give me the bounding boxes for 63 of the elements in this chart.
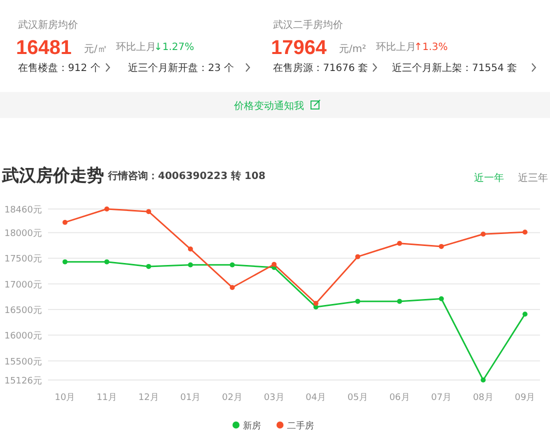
point [146, 264, 152, 269]
text: 在售楼盘：912 个 [18, 62, 100, 74]
point [230, 262, 235, 268]
y-tick-label: 16000元 [4, 330, 42, 342]
x-tick-label: 02月 [222, 393, 242, 403]
y-tick-label: 15500元 [4, 356, 42, 368]
legend-label: 二手房 [287, 420, 314, 432]
text: 元/m² [339, 44, 366, 55]
y-tick-label: 16500元 [4, 305, 42, 316]
text: 近三个月新上架：71554 套 [392, 62, 517, 74]
point [62, 220, 68, 225]
y-tick-label: 17000元 [4, 279, 42, 290]
text: 武汉新房均价 [18, 19, 78, 31]
point [522, 230, 528, 235]
text: 环比上月 [376, 41, 416, 53]
point [62, 259, 68, 264]
text: 近三年 [518, 172, 548, 184]
text: 环比上月 [116, 41, 156, 53]
x-tick-label: 09月 [514, 393, 536, 403]
chart-title: 武汉房价走势 [1, 166, 104, 186]
point [438, 244, 444, 249]
point [522, 312, 528, 317]
point [230, 284, 235, 290]
text: 元/㎡ [84, 44, 108, 55]
point [480, 232, 486, 237]
y-tick-label: 18000元 [4, 228, 42, 240]
point [355, 298, 360, 304]
text: 在售房源：71676 套 [273, 62, 368, 74]
point [104, 259, 110, 264]
x-tick-label: 12月 [138, 393, 159, 403]
x-tick-label: 10月 [54, 393, 76, 403]
point [355, 254, 360, 260]
x-tick-label: 08月 [472, 393, 494, 403]
text: ↑1.3% [414, 42, 448, 53]
point [272, 262, 277, 267]
text: 武汉二手房均价 [273, 19, 343, 31]
x-tick-label: 01月 [180, 393, 201, 403]
point [397, 298, 402, 304]
point [104, 206, 110, 212]
y-tick-label: 15126元 [4, 376, 42, 386]
point [188, 246, 193, 252]
text: ↓1.27% [154, 42, 194, 53]
point [313, 300, 318, 306]
point [438, 296, 444, 302]
point [397, 240, 402, 246]
x-tick-label: 05月 [348, 393, 368, 403]
y-tick-label: 18460元 [4, 204, 42, 216]
text: 近一年 [474, 172, 504, 184]
x-tick-label: 03月 [264, 393, 284, 403]
x-tick-label: 04月 [306, 393, 326, 403]
x-tick-label: 07月 [431, 393, 452, 403]
text: 近三个月新开盘：23 个 [128, 62, 234, 74]
legend-label: 新房 [243, 420, 261, 432]
y-tick-label: 17500元 [4, 254, 42, 265]
x-tick-label: 06月 [389, 393, 410, 403]
point [480, 378, 486, 382]
text: 17964 [271, 37, 328, 59]
text: 16481 [16, 37, 72, 59]
chart-subtitle: 行情咨询：4006390223 转 108 [107, 170, 266, 182]
x-tick-label: 11月 [96, 393, 118, 403]
point [146, 209, 152, 214]
point [188, 262, 193, 268]
text: 价格变动通知我 [233, 100, 304, 112]
